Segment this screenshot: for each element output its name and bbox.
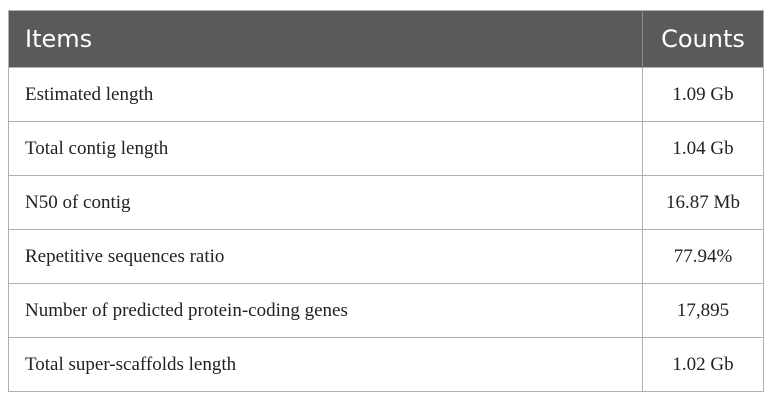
table-body: Estimated length 1.09 Gb Total contig leng…: [8, 67, 764, 392]
table-cell: 77.94%: [642, 229, 764, 284]
table-row: Total contig length 1.04 Gb: [8, 121, 764, 176]
table-cell: Number of predicted protein-coding genes: [8, 283, 643, 338]
table-cell: Total contig length: [8, 121, 643, 176]
header-cell: Items: [8, 10, 643, 68]
table-cell: Total super-scaffolds length: [8, 337, 643, 392]
table-row: N50 of contig 16.87 Mb: [8, 175, 764, 230]
table-cell: 1.09 Gb: [642, 67, 764, 122]
table-cell: 17,895: [642, 283, 764, 338]
table-cell: Estimated length: [8, 67, 643, 122]
table-cell: 1.04 Gb: [642, 121, 764, 176]
table-cell: N50 of contig: [8, 175, 643, 230]
table-row: Total super-scaffolds length 1.02 Gb: [8, 337, 764, 392]
data-table: Items Counts Estimated length 1.09 Gb Tota…: [8, 10, 764, 392]
header-row: Items Counts: [8, 10, 764, 68]
table-cell: 16.87 Mb: [642, 175, 764, 230]
table-row: Estimated length 1.09 Gb: [8, 67, 764, 122]
table-cell: 1.02 Gb: [642, 337, 764, 392]
table-cell: Repetitive sequences ratio: [8, 229, 643, 284]
header-cell: Counts: [642, 10, 764, 68]
table-row: Repetitive sequences ratio 77.94%: [8, 229, 764, 284]
table-row: Number of predicted protein-coding genes…: [8, 283, 764, 338]
